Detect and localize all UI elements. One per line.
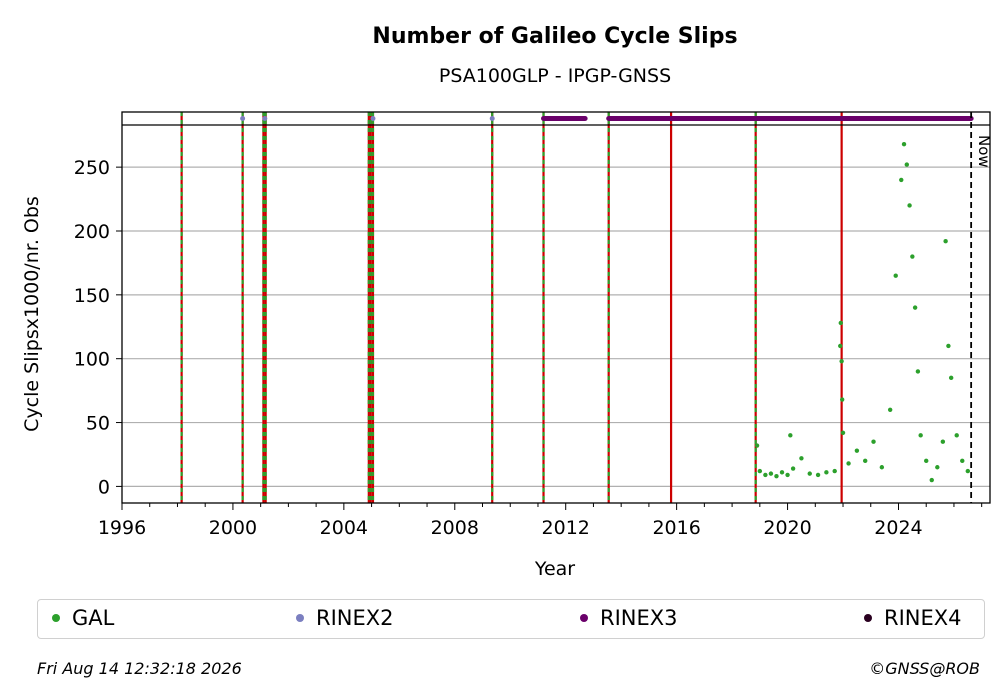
legend-item-gal: GAL (52, 606, 114, 630)
data-point-gal (774, 473, 779, 479)
legend: GAL RINEX2 RINEX3 RINEX4 (37, 599, 985, 639)
legend-item-rinex4: RINEX4 (864, 606, 962, 630)
data-point-gal (846, 461, 851, 466)
data-point-gal (779, 470, 785, 475)
plot-area: 0 50 100 150 200 250 1996 2000 2004 2008 2012 2016 2… (74, 111, 993, 539)
legend-marker-rinex4 (864, 614, 872, 622)
data-point-gal (943, 239, 948, 244)
data-point-gal (839, 359, 844, 364)
now-label: Now (975, 135, 993, 168)
data-point-gal (790, 466, 796, 471)
legend-item-rinex2: RINEX2 (296, 606, 394, 630)
x-tick-label: 2020 (763, 517, 811, 539)
legend-item-rinex3: RINEX3 (580, 606, 678, 630)
data-point-gal (863, 458, 868, 464)
data-point-gal (854, 448, 860, 453)
data-point-gal (948, 375, 954, 381)
data-point-gal (840, 430, 846, 435)
data-point-gal (965, 468, 971, 474)
x-tick-label: 2024 (874, 517, 922, 539)
data-point-gal (960, 458, 965, 464)
data-point-gal (871, 439, 876, 444)
legend-marker-gal (52, 614, 60, 622)
data-point-gal (763, 472, 768, 478)
y-tick-label: 150 (74, 285, 110, 307)
data-point-gal (899, 177, 904, 183)
rinex2-marker (489, 116, 495, 121)
data-point-gal (768, 471, 774, 476)
y-tick-label: 50 (86, 413, 110, 435)
legend-label-rinex3: RINEX3 (600, 606, 678, 630)
legend-label-rinex2: RINEX2 (316, 606, 394, 630)
data-point-gal (915, 369, 921, 374)
data-point-gal (893, 273, 898, 278)
data-point-gal (954, 433, 959, 438)
legend-marker-rinex3 (580, 614, 588, 622)
data-point-gal (815, 472, 821, 478)
rinex2-marker (370, 116, 376, 121)
x-tick-label: 2012 (542, 517, 590, 539)
data-point-gal (838, 320, 844, 326)
rinex2-marker (240, 116, 246, 121)
data-point-gal (935, 465, 940, 470)
data-point-gal (946, 343, 951, 349)
plot-frame (121, 111, 991, 504)
legend-label-gal: GAL (72, 606, 115, 630)
y-tick-label: 250 (74, 157, 110, 179)
data-point-gal (785, 472, 790, 478)
data-point-gal (788, 433, 793, 438)
data-point-gal (887, 407, 893, 412)
legend-label-rinex4: RINEX4 (884, 606, 962, 630)
data-point-gal (879, 465, 885, 470)
x-tick-label: 2004 (320, 517, 368, 539)
x-tick-label: 2000 (209, 517, 257, 539)
data-point-gal (912, 305, 918, 310)
data-point-gal (940, 439, 946, 444)
data-point-gal (754, 443, 760, 448)
rinex2-marker (262, 116, 268, 121)
y-tick-label: 100 (74, 349, 110, 371)
legend-marker-rinex2 (296, 614, 304, 622)
data-point-gal (910, 254, 915, 259)
data-point-gal (838, 343, 843, 349)
chart-title: Number of Galileo Cycle Slips (372, 24, 737, 49)
data-point-gal (907, 203, 912, 208)
data-point-gal (824, 470, 829, 475)
data-point-gal (832, 468, 837, 474)
x-axis-label: Year (534, 558, 575, 580)
data-point-gal (918, 433, 923, 438)
footer-copyright: ©GNSS@ROB (869, 659, 980, 678)
data-point-gal (799, 456, 804, 461)
data-point-gal (904, 162, 910, 167)
data-point-gal (807, 471, 812, 476)
x-tick-label: 1996 (98, 517, 146, 539)
x-tick-label: 2008 (431, 517, 479, 539)
chart-svg: Number of Galileo Cycle Slips PSA100GLP … (21, 24, 993, 580)
data-point-gal (757, 468, 763, 474)
y-tick-label: 200 (74, 221, 110, 243)
footer-timestamp: Fri Aug 14 12:32:18 2026 (37, 659, 242, 678)
data-point-gal (901, 141, 907, 147)
data-point-gal (839, 397, 845, 402)
data-point-gal (924, 458, 929, 464)
y-axis-label: Cycle Slipsx1000/nr. Obs (21, 196, 43, 432)
y-tick-label: 0 (98, 476, 110, 498)
chart-subtitle: PSA100GLP - IPGP-GNSS (439, 65, 671, 87)
x-tick-label: 2016 (652, 517, 700, 539)
data-point-gal (929, 477, 934, 483)
